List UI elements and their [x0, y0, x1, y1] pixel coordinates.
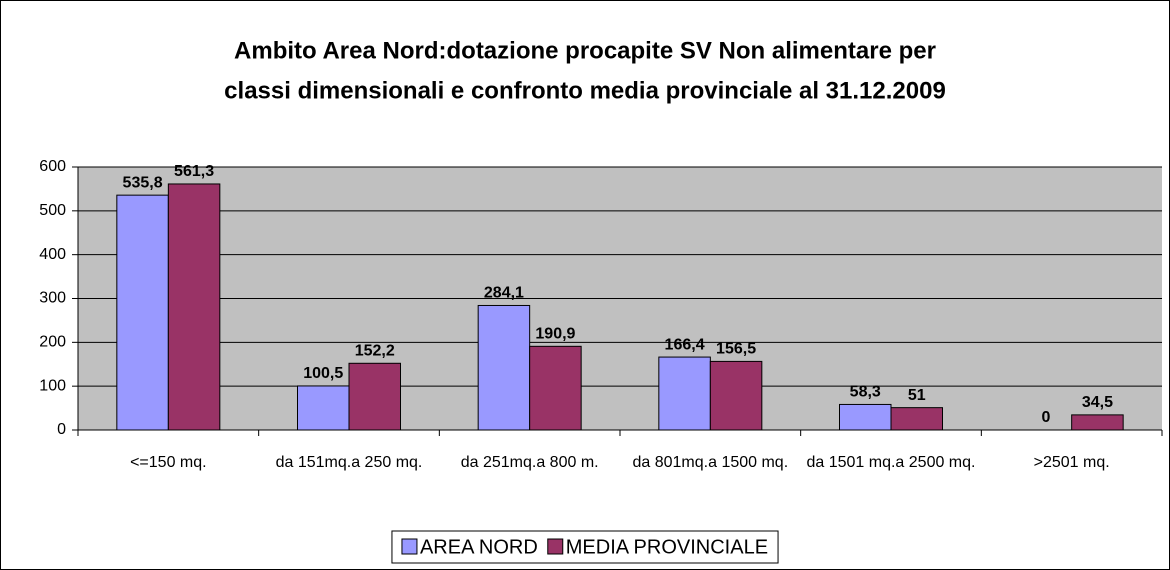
data-label: 51	[908, 387, 926, 404]
x-tick-label: da 1501 mq.a 2500 mq.	[806, 454, 976, 471]
data-label: 100,5	[303, 365, 343, 382]
bar	[1071, 414, 1124, 431]
x-tick-label: >2501 mq.	[1033, 454, 1110, 471]
data-label: 166,4	[665, 336, 705, 353]
x-tick-label-box: >2501 mq.	[1033, 454, 1110, 471]
x-tick-label-box: <=150 mq.	[130, 454, 207, 471]
bar	[839, 403, 892, 431]
data-label: 58,3	[850, 384, 881, 401]
data-label: 34,5	[1082, 394, 1113, 411]
y-tick-label: 300	[39, 290, 66, 307]
chart-subtitle: classi dimensionali e confronto media pr…	[224, 77, 946, 104]
x-tick-label: da 151mq.a 250 mq.	[275, 454, 423, 471]
bar	[477, 304, 531, 431]
data-label: 535,8	[123, 174, 163, 191]
y-tick-label: 100	[39, 377, 66, 394]
x-tick-label: da 801mq.a 1500 mq.	[632, 454, 789, 471]
x-tick-label-box: da 251mq.a 800 m.	[460, 454, 599, 471]
legend-label: AREA NORD	[420, 536, 538, 558]
y-tick-label: 400	[39, 246, 66, 263]
bar	[167, 183, 221, 431]
bar	[348, 362, 401, 431]
y-tick-label: 0	[57, 421, 66, 438]
legend-swatch	[547, 538, 564, 555]
bar	[658, 356, 711, 431]
data-label: 284,1	[484, 285, 524, 302]
bar	[890, 407, 943, 431]
data-label: 561,3	[174, 163, 214, 180]
x-tick-label-box: da 1501 mq.a 2500 mq.	[806, 454, 976, 471]
x-tick-label-box: da 801mq.a 1500 mq.	[632, 454, 789, 471]
y-tick-label: 500	[39, 202, 66, 219]
legend-label: MEDIA PROVINCIALE	[566, 536, 768, 558]
x-tick-label: <=150 mq.	[130, 454, 207, 471]
data-label: 0	[1041, 409, 1050, 426]
chart-title: Ambito Area Nord:dotazione procapite SV …	[234, 37, 936, 64]
bar	[116, 194, 169, 431]
data-label: 190,9	[535, 326, 575, 343]
x-tick-label: da 251mq.a 800 m.	[460, 454, 599, 471]
bar	[297, 385, 350, 431]
data-label: 156,5	[716, 341, 756, 358]
bar	[709, 360, 763, 431]
data-label: 152,2	[355, 343, 395, 360]
legend-swatch	[401, 538, 418, 555]
y-tick-label: 600	[39, 158, 66, 175]
y-tick-label: 200	[39, 334, 66, 351]
x-tick-label-box: da 151mq.a 250 mq.	[275, 454, 423, 471]
bar	[529, 345, 582, 431]
legend-box	[391, 530, 779, 564]
